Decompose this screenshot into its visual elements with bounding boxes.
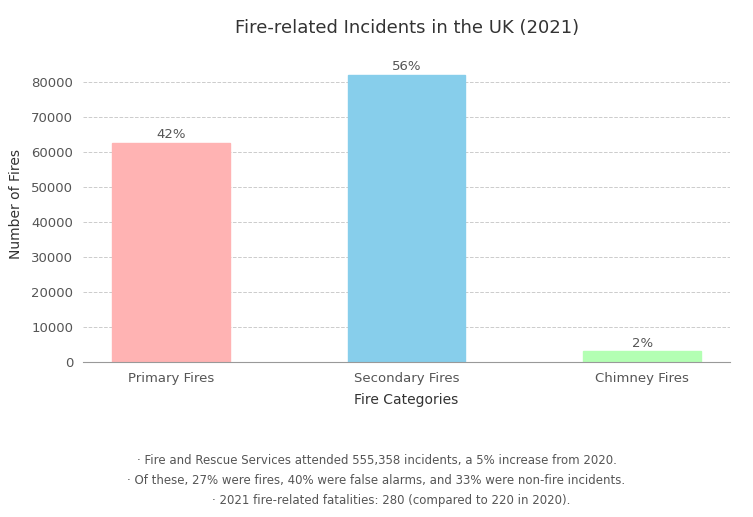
Title: Fire-related Incidents in the UK (2021): Fire-related Incidents in the UK (2021): [234, 19, 579, 37]
Text: 56%: 56%: [392, 60, 422, 73]
Text: 2%: 2%: [632, 337, 653, 349]
Bar: [584, 352, 701, 362]
Text: · Fire and Rescue Services attended 555,358 incidents, a 5% increase from 2020.
: · Fire and Rescue Services attended 555,…: [127, 454, 626, 507]
Bar: [112, 143, 230, 362]
Text: 42%: 42%: [157, 128, 186, 141]
Y-axis label: Number of Fires: Number of Fires: [9, 149, 23, 259]
X-axis label: Fire Categories: Fire Categories: [355, 393, 459, 407]
Bar: [348, 74, 465, 362]
